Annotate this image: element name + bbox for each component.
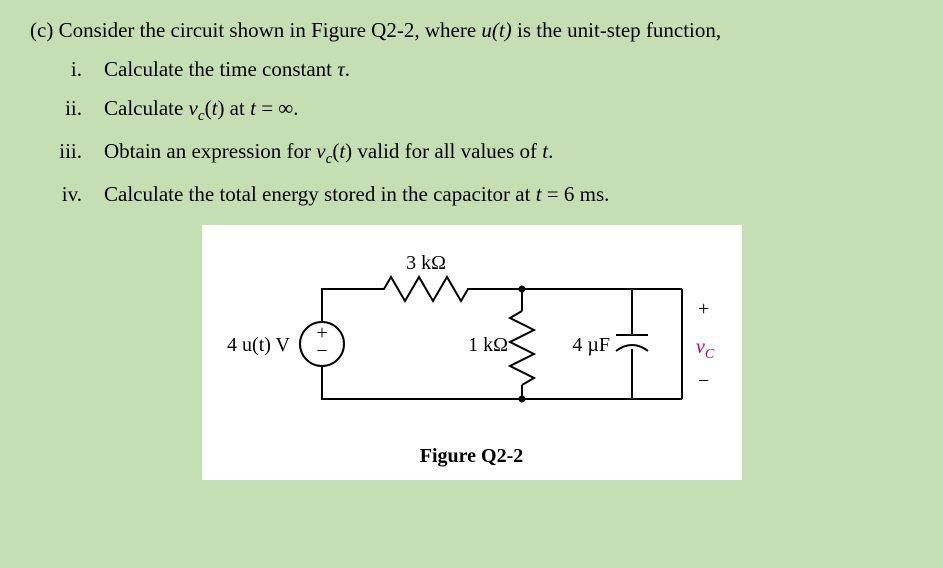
r1-label: 3 kΩ: [406, 252, 446, 274]
r2-label: 1 kΩ: [468, 334, 508, 356]
list-item: ii. Calculate vc(t) at t = ∞.: [30, 96, 913, 125]
wire: [322, 366, 682, 399]
part-label: (c): [30, 18, 53, 42]
item-number: iii.: [30, 139, 104, 164]
source-minus: −: [316, 340, 327, 362]
wire: [322, 289, 372, 322]
item-text: Calculate the total energy stored in the…: [104, 182, 913, 207]
vc-minus: −: [698, 370, 709, 392]
source-label: 4 u(t) V: [227, 334, 291, 356]
intro-text-after: is the unit-step function,: [512, 18, 721, 42]
item-number: ii.: [30, 96, 104, 121]
intro-ut: u(t): [481, 18, 511, 42]
cap-label: 4 µF: [572, 334, 610, 356]
circuit-figure: + − 4 u(t) V 3 kΩ 1 kΩ: [202, 225, 742, 480]
item-number: iv.: [30, 182, 104, 207]
item-number: i.: [30, 57, 104, 82]
figure-caption: Figure Q2-2: [202, 445, 742, 468]
list-item: iv. Calculate the total energy stored in…: [30, 182, 913, 207]
vc-plus: +: [698, 298, 709, 320]
vc-label: vC: [696, 336, 715, 362]
intro-text-before: Consider the circuit shown in Figure Q2-…: [59, 18, 482, 42]
list-item: iii. Obtain an expression for vc(t) vali…: [30, 139, 913, 168]
item-text: Calculate vc(t) at t = ∞.: [104, 96, 913, 125]
resistor-r1-icon: [372, 277, 480, 301]
resistor-r2-icon: [510, 311, 534, 385]
subparts-list: i. Calculate the time constant τ. ii. Ca…: [30, 57, 913, 207]
problem-intro: (c) Consider the circuit shown in Figure…: [30, 18, 913, 43]
item-text: Obtain an expression for vc(t) valid for…: [104, 139, 913, 168]
item-text: Calculate the time constant τ.: [104, 57, 913, 82]
circuit-svg: + − 4 u(t) V 3 kΩ 1 kΩ: [212, 239, 732, 439]
list-item: i. Calculate the time constant τ.: [30, 57, 913, 82]
